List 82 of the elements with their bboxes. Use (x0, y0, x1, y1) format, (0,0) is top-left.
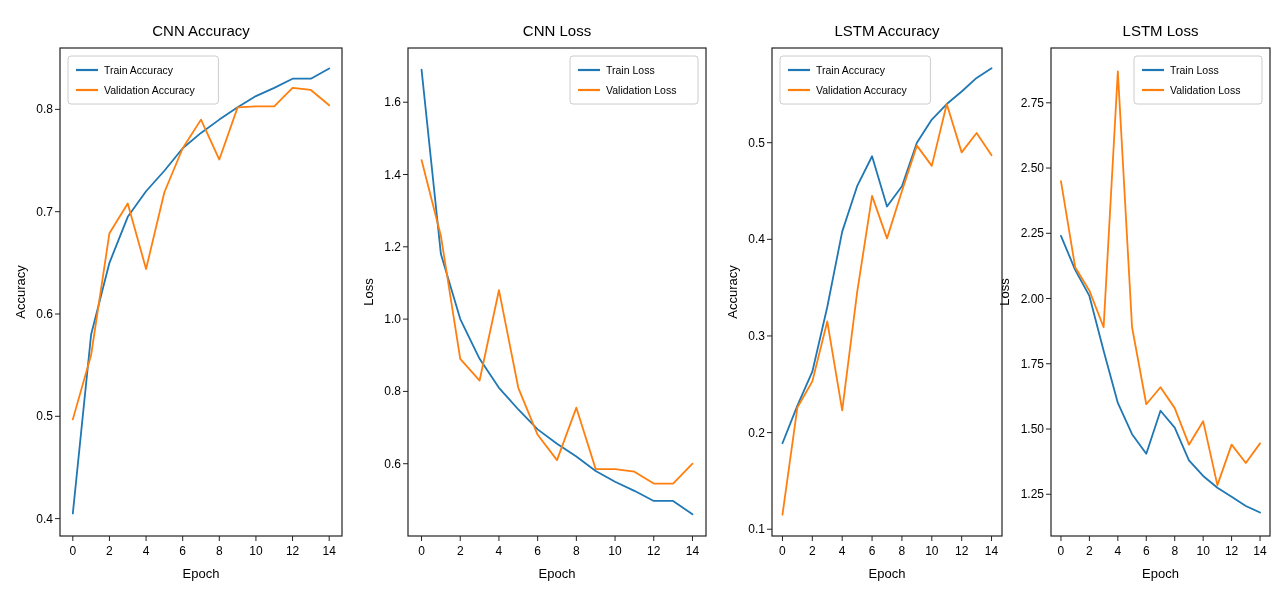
x-tick-label: 2 (106, 544, 114, 558)
x-tick-label: 6 (868, 544, 876, 558)
x-tick-label: 14 (984, 544, 999, 558)
x-tick-label: 10 (1196, 544, 1211, 558)
x-tick-label: 4 (838, 544, 846, 558)
x-tick-label: 8 (1171, 544, 1179, 558)
line-series (781, 103, 993, 516)
x-axis-title: Epoch (538, 566, 576, 581)
legend-label: Train Accuracy (104, 64, 174, 76)
y-axis-title: Loss (997, 277, 1012, 306)
x-tick-label: 14 (1253, 544, 1268, 558)
legend-label: Train Loss (1170, 64, 1219, 76)
y-tick-label: 0.5 (748, 135, 766, 150)
y-tick-label: 0.4 (748, 232, 766, 247)
y-tick-label: 0.6 (384, 456, 402, 471)
legend-label: Train Loss (606, 64, 655, 76)
x-tick-label: 14 (685, 544, 700, 558)
x-tick-label: 10 (249, 544, 263, 558)
x-tick-label: 0 (1057, 544, 1065, 558)
chart-title: LSTM Loss (1122, 22, 1199, 39)
x-tick-label: 12 (955, 544, 969, 558)
y-axis-title: Accuracy (725, 264, 740, 319)
x-tick-label: 2 (808, 544, 816, 558)
y-tick-label: 0.4 (36, 511, 54, 526)
y-tick-label: 2.75 (1020, 95, 1045, 110)
legend-label: Validation Loss (1170, 84, 1241, 96)
chart-title: CNN Loss (522, 22, 592, 39)
x-tick-label: 12 (285, 544, 300, 558)
y-tick-label: 1.25 (1020, 487, 1045, 502)
legend-label: Validation Accuracy (104, 84, 196, 96)
legend-label: Validation Accuracy (816, 84, 908, 96)
y-tick-label: 2.50 (1020, 161, 1045, 176)
x-tick-label: 2 (456, 544, 464, 558)
x-tick-label: 6 (534, 544, 542, 558)
x-tick-label: 6 (1142, 544, 1150, 558)
line-series (71, 67, 331, 515)
y-tick-label: 0.8 (384, 384, 402, 399)
chart-title: LSTM Accuracy (834, 22, 941, 39)
x-tick-label: 12 (647, 544, 661, 558)
x-tick-label: 10 (925, 544, 939, 558)
line-series (1060, 234, 1261, 514)
y-tick-label: 2.00 (1020, 291, 1045, 306)
x-tick-label: 4 (1114, 544, 1122, 558)
x-axis-title: Epoch (868, 566, 906, 581)
x-tick-label: 4 (142, 544, 150, 558)
y-tick-label: 1.75 (1020, 356, 1045, 371)
legend-label: Train Accuracy (816, 64, 886, 76)
line-series (781, 67, 993, 445)
line-series (420, 68, 694, 516)
y-tick-label: 0.1 (748, 522, 766, 537)
x-tick-label: 4 (495, 544, 503, 558)
chart-title: CNN Accuracy (152, 22, 251, 39)
x-tick-label: 12 (1224, 544, 1239, 558)
y-tick-label: 1.0 (384, 312, 402, 327)
x-tick-label: 8 (215, 544, 223, 558)
x-tick-label: 0 (779, 544, 787, 558)
y-axis-title: Loss (361, 277, 376, 306)
y-tick-label: 2.25 (1020, 226, 1045, 241)
legend-label: Validation Loss (606, 84, 677, 96)
line-series (71, 87, 331, 421)
x-tick-label: 8 (898, 544, 906, 558)
y-tick-label: 1.4 (384, 167, 402, 182)
y-tick-label: 0.2 (748, 425, 766, 440)
y-tick-label: 1.6 (384, 95, 402, 110)
y-axis-title: Accuracy (13, 264, 28, 319)
line-series (420, 159, 694, 485)
x-tick-label: 8 (573, 544, 581, 558)
y-tick-label: 0.3 (748, 328, 766, 343)
y-tick-label: 1.50 (1020, 422, 1045, 437)
x-tick-label: 10 (608, 544, 623, 558)
x-tick-label: 0 (418, 544, 426, 558)
x-tick-label: 6 (179, 544, 187, 558)
y-tick-label: 0.5 (36, 409, 54, 424)
x-tick-label: 2 (1086, 544, 1094, 558)
y-tick-label: 0.8 (36, 102, 54, 117)
x-tick-label: 14 (322, 544, 337, 558)
y-tick-label: 0.7 (36, 204, 54, 219)
y-tick-label: 1.2 (384, 239, 402, 254)
x-tick-label: 0 (69, 544, 77, 558)
x-axis-title: Epoch (1142, 566, 1179, 581)
x-axis-title: Epoch (182, 566, 220, 581)
y-tick-label: 0.6 (36, 307, 54, 321)
